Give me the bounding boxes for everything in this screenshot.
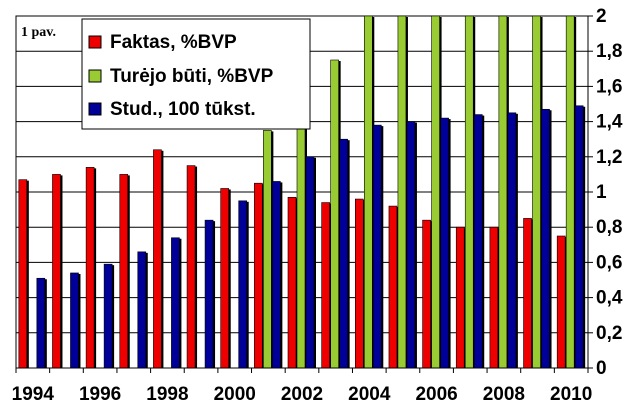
- bar-stud: [36, 277, 46, 369]
- y-tick-label: 0,4: [596, 288, 623, 309]
- x-tick-label: 1994: [12, 384, 55, 405]
- bar-stud: [541, 108, 550, 369]
- y-tick-label: 0: [596, 358, 607, 379]
- bar-faktas: [186, 165, 196, 369]
- bar-faktas: [489, 226, 499, 369]
- bar-faktas: [18, 179, 28, 369]
- bar-turejo-buti: [498, 15, 508, 369]
- bar-stud: [440, 117, 449, 369]
- y-tick-label: 2: [596, 6, 607, 27]
- bar-turejo-buti: [363, 15, 373, 369]
- legend-label-faktas: Faktas, %BVP: [110, 32, 237, 53]
- x-tick-label: 2006: [415, 384, 457, 405]
- legend-label-turejo-buti: Turėjo būti, %BVP: [110, 66, 274, 87]
- bar-stud: [339, 138, 348, 369]
- y-tick-label: 1,6: [596, 76, 622, 97]
- x-tick-label: 2000: [214, 384, 256, 405]
- bar-turejo-buti: [296, 103, 306, 369]
- bar-stud: [372, 124, 382, 369]
- bar-stud: [406, 121, 416, 369]
- legend-box: [81, 18, 311, 130]
- y-tick-label: 1: [596, 182, 607, 203]
- bar-faktas: [287, 196, 297, 369]
- x-tick-label: 2002: [281, 384, 323, 405]
- legend-item-faktas: Faktas, %BVP: [88, 32, 237, 53]
- y-tick-label: 1,8: [596, 41, 622, 62]
- bar-stud: [272, 181, 281, 369]
- bar-stud: [574, 105, 584, 369]
- bar-faktas: [455, 226, 465, 369]
- x-tick-label: 2010: [550, 384, 592, 405]
- bar-turejo-buti: [532, 15, 541, 369]
- bar-stud: [171, 237, 180, 369]
- x-tick-label: 2004: [348, 384, 391, 405]
- bar-faktas: [556, 235, 566, 369]
- bar-turejo-buti: [565, 15, 575, 369]
- legend-item-stud: Stud., 100 tūkst.: [88, 99, 256, 120]
- y-tick-label: 0,2: [596, 323, 622, 344]
- bar-faktas: [523, 218, 532, 369]
- bar-stud: [238, 200, 248, 369]
- x-tick-label: 1998: [146, 384, 188, 405]
- bar-faktas: [220, 188, 230, 369]
- axes: 0 0,2 0,4 0,6 0,8 1 1,2 1,4 1,6 1,8 2 1994 1996 1998 2…: [12, 6, 623, 405]
- bar-turejo-buti: [464, 15, 474, 369]
- bar-stud: [70, 272, 79, 369]
- y-tick-label: 1,4: [596, 112, 623, 133]
- bar-faktas: [354, 198, 364, 369]
- bar-stud: [507, 112, 517, 369]
- bar-stud: [305, 156, 315, 369]
- bar-turejo-buti: [431, 15, 440, 369]
- bar-faktas: [388, 205, 398, 369]
- bars: [18, 15, 586, 369]
- legend-label-stud: Stud., 100 tūkst.: [110, 99, 256, 120]
- figure-caption: 1 pav.: [21, 25, 56, 40]
- y-tick-label: 0,8: [596, 217, 622, 238]
- bar-faktas: [321, 202, 330, 369]
- x-tick-label: 2008: [483, 384, 525, 405]
- legend-swatch-faktas: [88, 35, 102, 49]
- bar-faktas: [52, 174, 61, 369]
- bar-faktas: [153, 149, 162, 369]
- bar-stud: [204, 219, 214, 369]
- bar-stud: [473, 114, 483, 369]
- bar-turejo-buti: [263, 130, 272, 369]
- y-tick-label: 1,2: [596, 147, 622, 168]
- legend-swatch-turejo-buti: [88, 69, 102, 83]
- bar-faktas: [422, 219, 431, 369]
- x-tick-label: 1996: [79, 384, 121, 405]
- bar-stud: [137, 251, 147, 369]
- bar-faktas: [85, 167, 95, 369]
- bar-faktas: [119, 174, 129, 369]
- legend-item-turejo-buti: Turėjo būti, %BVP: [88, 66, 274, 87]
- bar-stud: [103, 263, 113, 369]
- bar-faktas: [254, 182, 263, 369]
- legend-swatch-stud: [88, 102, 102, 116]
- bar-turejo-buti: [397, 15, 407, 369]
- legend: Faktas, %BVP Turėjo būti, %BVP Stud., 10…: [81, 18, 311, 130]
- y-tick-label: 0,6: [596, 252, 622, 273]
- bar-turejo-buti: [330, 59, 339, 369]
